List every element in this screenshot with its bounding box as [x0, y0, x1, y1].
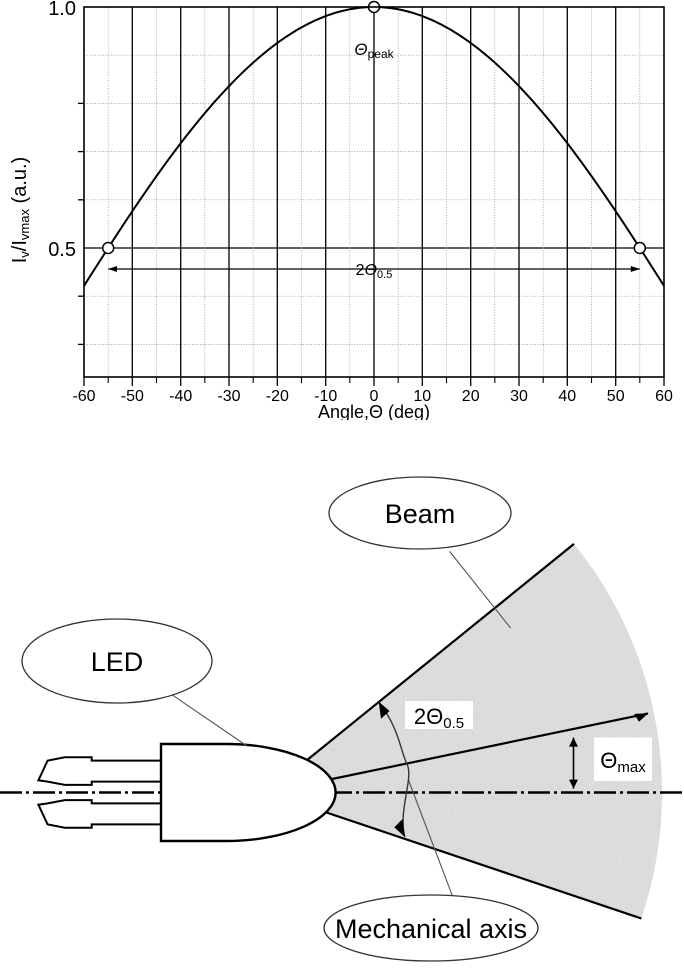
- svg-text:LED: LED: [91, 647, 144, 677]
- svg-text:20: 20: [462, 388, 480, 405]
- svg-text:1.0: 1.0: [48, 0, 76, 20]
- svg-text:Iv/Ivmax (a.u.): Iv/Ivmax (a.u.): [9, 157, 32, 264]
- svg-text:-50: -50: [121, 388, 144, 405]
- svg-text:Angle,Θ (deg): Angle,Θ (deg): [318, 402, 430, 420]
- svg-text:-20: -20: [266, 388, 289, 405]
- svg-text:-40: -40: [169, 388, 192, 405]
- svg-text:60: 60: [655, 388, 673, 405]
- svg-text:40: 40: [558, 388, 576, 405]
- svg-text:0.5: 0.5: [48, 239, 76, 261]
- svg-text:Mechanical axis: Mechanical axis: [335, 914, 527, 944]
- svg-text:30: 30: [510, 388, 528, 405]
- svg-text:Beam: Beam: [385, 499, 456, 529]
- svg-text:50: 50: [607, 388, 625, 405]
- svg-text:-60: -60: [72, 388, 95, 405]
- svg-text:-30: -30: [217, 388, 240, 405]
- svg-text:2Θ0.5: 2Θ0.5: [356, 262, 393, 281]
